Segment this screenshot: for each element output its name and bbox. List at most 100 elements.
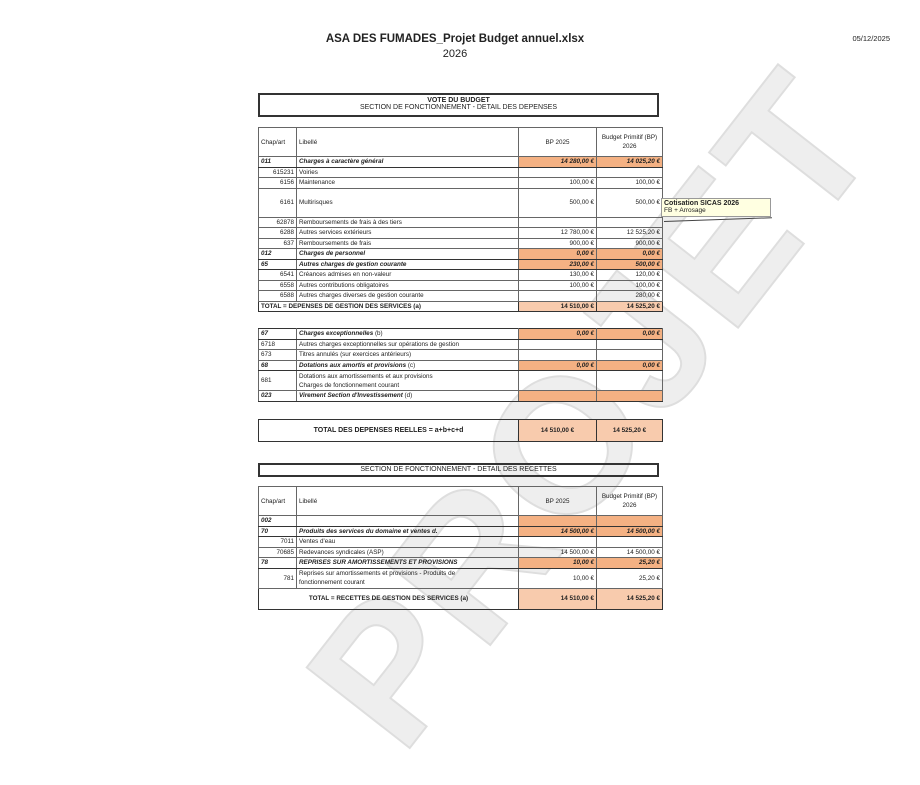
bp2025-value bbox=[518, 349, 597, 361]
chap-code: 70685 bbox=[258, 546, 297, 558]
libelle-text: Maintenance bbox=[299, 179, 336, 187]
bp2026-value bbox=[596, 370, 663, 391]
depenses-exceptionnelles-table: 67 Charges exceptionnelles (b) 0,00 €0,00 … bbox=[258, 328, 663, 402]
print-date: 05/12/2025 bbox=[852, 34, 890, 43]
grand-total-bp2025: 14 510,00 € bbox=[518, 419, 597, 442]
bp2026-value bbox=[596, 166, 663, 178]
libelle bbox=[296, 515, 519, 527]
libelle: Créances admises en non-valeur bbox=[296, 269, 519, 281]
table-row: 002 bbox=[258, 515, 663, 527]
chap-code: 78 bbox=[258, 557, 297, 569]
col-libelle-header: Libellé bbox=[296, 486, 519, 516]
bp2026-value: 12 525,20 € bbox=[596, 227, 663, 239]
libelle: Reprises sur amortissements et provision… bbox=[296, 567, 519, 589]
libelle-text: Titres annulés (sur exercices antérieurs… bbox=[299, 351, 412, 359]
bp2025-value bbox=[518, 338, 597, 350]
table-row: 6156 Maintenance 100,00 €100,00 € bbox=[258, 177, 663, 189]
libelle: Dotations aux amortissements et aux prov… bbox=[296, 370, 519, 391]
chap-code: 6541 bbox=[258, 269, 297, 281]
col-bp2025-header: BP 2025 bbox=[518, 486, 597, 516]
libelle: Remboursements de frais à des tiers bbox=[296, 216, 519, 228]
bp2025-value: 14 500,00 € bbox=[518, 546, 597, 558]
libelle-text: Autres services extérieurs bbox=[299, 229, 372, 237]
libelle-text: Charges exceptionnelles bbox=[299, 330, 374, 338]
bp2026-value bbox=[596, 515, 663, 527]
table-row: 67 Charges exceptionnelles (b) 0,00 €0,00 … bbox=[258, 328, 663, 340]
cell-comment: Cotisation SICAS 2026 FB + Arrosage bbox=[661, 198, 771, 217]
libelle: Maintenance bbox=[296, 177, 519, 189]
libelle: Titres annulés (sur exercices antérieurs… bbox=[296, 349, 519, 361]
libelle-text: Virement Section d'Investissement bbox=[299, 392, 403, 400]
table-row: 023 Virement Section d'Investissement (d) bbox=[258, 390, 663, 402]
bp2026-value: 25,20 € bbox=[596, 557, 663, 569]
libelle-text: Ventes d'eau bbox=[299, 538, 336, 546]
libelle-text: Remboursements de frais à des tiers bbox=[299, 218, 402, 226]
chap-code: 7011 bbox=[258, 536, 297, 548]
recettes-table: Chap/art Libellé BP 2025 Budget Primitif (B… bbox=[258, 486, 663, 610]
bp2026-value: 120,00 € bbox=[596, 269, 663, 281]
libelle-text: Autres charges de gestion courante bbox=[299, 260, 407, 268]
libelle: Voiries bbox=[296, 166, 519, 178]
table-row: 78 REPRISES SUR AMORTISSEMENTS ET PROVISI… bbox=[258, 557, 663, 569]
bp2025-value: 0,00 € bbox=[518, 359, 597, 371]
libelle: Virement Section d'Investissement (d) bbox=[296, 390, 519, 402]
bp2026-value: 14 525,20 € bbox=[596, 587, 663, 610]
table-row: 70685 Redevances syndicales (ASP) 14 500,0… bbox=[258, 546, 663, 558]
bp2025-value: 14 500,00 € bbox=[518, 525, 597, 537]
chap-code: 012 bbox=[258, 248, 297, 260]
libelle: REPRISES SUR AMORTISSEMENTS ET PROVISION… bbox=[296, 557, 519, 569]
depenses-section-title: SECTION DE FONCTIONNEMENT - DETAIL DES D… bbox=[359, 104, 558, 111]
bp2026-value: 500,00 € bbox=[596, 258, 663, 270]
libelle: Autres charges exceptionnelles sur opéra… bbox=[296, 338, 519, 350]
libelle-text: Charges de personnel bbox=[299, 250, 366, 258]
libelle: Autres services extérieurs bbox=[296, 227, 519, 239]
table-row: 6588 Autres charges diverses de gestion c… bbox=[258, 290, 663, 302]
libelle-text-line2: Charges de fonctionnement courant bbox=[299, 381, 400, 389]
libelle-text: Dotations aux amortissements et aux prov… bbox=[299, 372, 433, 380]
col-libelle-header: Libellé bbox=[296, 127, 519, 157]
bp2026-value: 100,00 € bbox=[596, 279, 663, 291]
chap-code: 615231 bbox=[258, 166, 297, 178]
chap-code: 68 bbox=[258, 359, 297, 371]
depenses-table: Chap/art Libellé BP 2025 Budget Primitif (B… bbox=[258, 127, 663, 312]
bp2026-value: 25,20 € bbox=[596, 567, 663, 589]
col-bp2025-header: BP 2025 bbox=[518, 127, 597, 157]
chap-code: 673 bbox=[258, 349, 297, 361]
libelle-text: REPRISES SUR AMORTISSEMENTS ET PROVISION… bbox=[299, 559, 458, 567]
bp2025-value bbox=[518, 216, 597, 228]
libelle: Ventes d'eau bbox=[296, 536, 519, 548]
table-row: 012 Charges de personnel 0,00 €0,00 € bbox=[258, 248, 663, 260]
libelle: Autres charges diverses de gestion coura… bbox=[296, 290, 519, 302]
bp2025-value: 12 780,00 € bbox=[518, 227, 597, 239]
total-label: TOTAL = DEPENSES DE GESTION DES SERVICES… bbox=[258, 300, 519, 312]
bp2026-value bbox=[596, 349, 663, 361]
bp2025-value: 900,00 € bbox=[518, 237, 597, 249]
table-row: TOTAL = DEPENSES DE GESTION DES SERVICES… bbox=[258, 300, 663, 312]
chap-code: 6288 bbox=[258, 227, 297, 239]
libelle: Produits des services du domaine et vent… bbox=[296, 525, 519, 537]
table-row: 68 Dotations aux amortis et provisions (c… bbox=[258, 359, 663, 371]
libelle-text: Reprises sur amortissements et provision… bbox=[299, 570, 456, 577]
col-chap-header: Chap/art bbox=[258, 127, 297, 157]
table-row: 6558 Autres contributions obligatoires 100… bbox=[258, 279, 663, 291]
libelle: Multirisques bbox=[296, 187, 519, 218]
chap-code: 681 bbox=[258, 370, 297, 391]
libelle: Charges exceptionnelles (b) bbox=[296, 328, 519, 340]
chap-code: 65 bbox=[258, 258, 297, 270]
table-row: 681 Dotations aux amortissements et aux p… bbox=[258, 370, 663, 391]
table-row: 62878 Remboursements de frais à des tiers bbox=[258, 216, 663, 228]
libelle-text: Remboursements de frais bbox=[299, 239, 372, 247]
bp2026-value: 14 525,20 € bbox=[596, 300, 663, 312]
grand-total-bp2026: 14 525,20 € bbox=[596, 419, 663, 442]
libelle: Autres contributions obligatoires bbox=[296, 279, 519, 291]
libelle-text: Multirisques bbox=[299, 199, 333, 206]
bp2026-value: 14 500,00 € bbox=[596, 525, 663, 537]
bp2025-value bbox=[518, 515, 597, 527]
chap-code: 011 bbox=[258, 156, 297, 168]
comment-arrow bbox=[663, 217, 772, 222]
col-bp2026-header: Budget Primitif (BP) 2026 bbox=[596, 486, 663, 516]
chap-code: 6161 bbox=[258, 187, 297, 218]
bp2026-value: 500,00 € bbox=[596, 187, 663, 218]
libelle-suffix: (d) bbox=[402, 392, 413, 400]
bp2026-value: 100,00 € bbox=[596, 177, 663, 189]
